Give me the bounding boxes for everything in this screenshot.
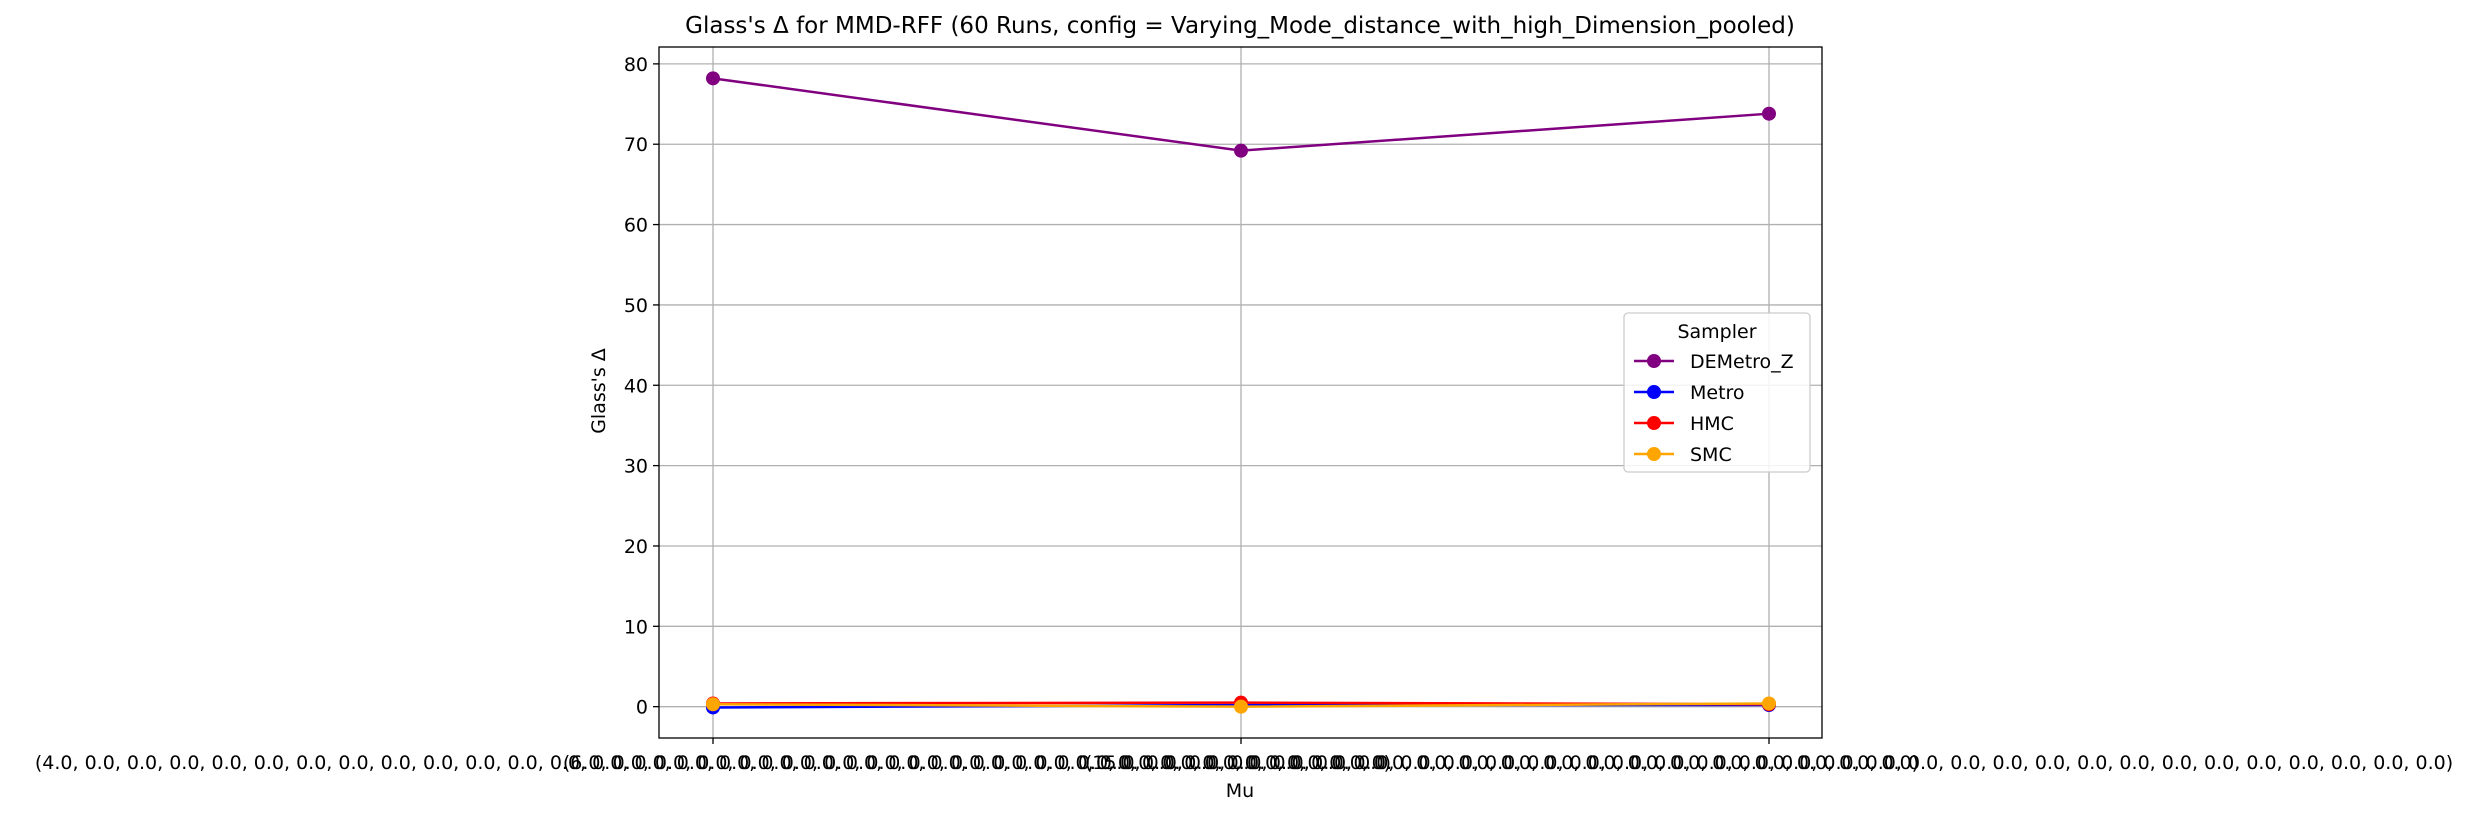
legend-swatch-marker [1647, 385, 1661, 399]
y-tick-label: 40 [624, 375, 648, 397]
legend-box [1623, 312, 1811, 473]
legend-swatch-marker [1647, 447, 1661, 461]
data-point-smc [1762, 696, 1776, 711]
legend-label: SMC [1690, 444, 1732, 466]
x-axis-label: Mu [1226, 780, 1254, 802]
legend: Sampler DEMetro_Z Metro HMC SMC [1623, 312, 1811, 473]
y-axis-label: Glass's Δ [588, 348, 610, 434]
y-tick-label: 70 [624, 134, 648, 156]
legend-label: HMC [1690, 413, 1734, 435]
x-tick-label: (4.0, 0.0, 0.0, 0.0, 0.0, 0.0, 0.0, 0.0,… [35, 752, 1391, 774]
y-tick-label: 20 [624, 536, 648, 558]
y-tick-label: 30 [624, 456, 648, 478]
y-tick-label: 10 [624, 616, 648, 638]
data-point-smc [706, 697, 720, 712]
data-point-demetro_z [706, 71, 720, 86]
x-axis-ticks: (4.0, 0.0, 0.0, 0.0, 0.0, 0.0, 0.0, 0.0,… [35, 738, 2453, 774]
legend-label: Metro [1690, 382, 1745, 404]
y-axis-ticks: 0 10 20 30 40 50 60 70 80 [624, 54, 659, 719]
data-point-smc [1234, 699, 1248, 714]
y-tick-label: 50 [624, 295, 648, 317]
y-tick-label: 80 [624, 54, 648, 76]
legend-swatch-marker [1647, 416, 1661, 430]
legend-label: DEMetro_Z [1690, 351, 1794, 373]
y-tick-label: 60 [624, 215, 648, 237]
x-tick-label: (6.0, 0.0, 0.0, 0.0, 0.0, 0.0, 0.0, 0.0,… [563, 752, 1919, 774]
data-point-demetro_z [1762, 106, 1776, 121]
data-point-demetro_z [1234, 143, 1248, 158]
legend-title: Sampler [1677, 321, 1756, 343]
legend-items: DEMetro_Z Metro HMC SMC [1634, 351, 1794, 466]
y-tick-label: 0 [636, 697, 648, 719]
series-lines [706, 71, 1776, 715]
grid [659, 47, 1822, 738]
chart-title: Glass's Δ for MMD-RFF (60 Runs, config =… [685, 13, 1795, 39]
x-tick-label: (15.0, 0.0, 0.0, 0.0, 0.0, 0.0, 0.0, 0.0… [1085, 752, 2453, 774]
legend-swatch-marker [1647, 354, 1661, 368]
